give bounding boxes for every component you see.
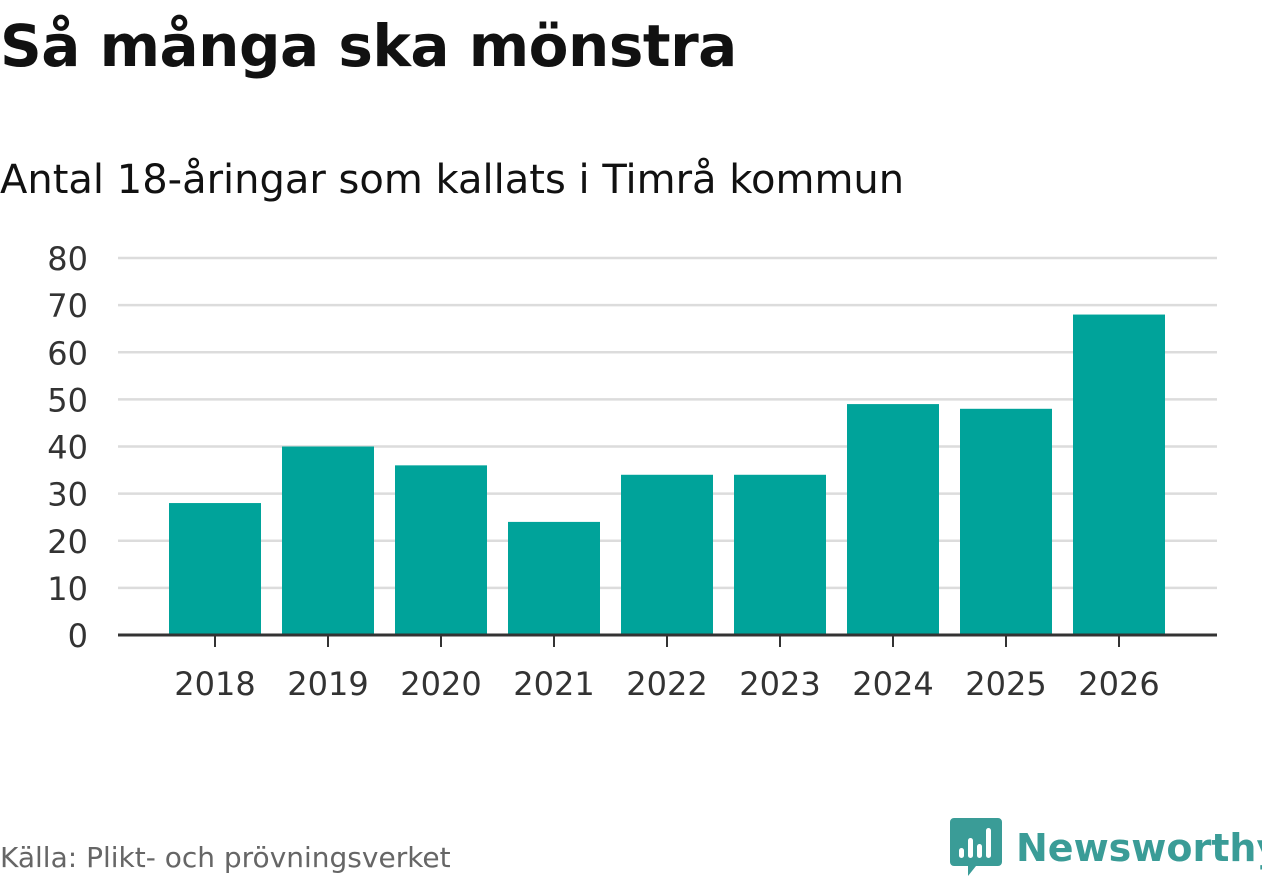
x-tick-label-2020: 2020 <box>400 665 481 703</box>
x-tick-label-2025: 2025 <box>965 665 1046 703</box>
x-tick-label-2022: 2022 <box>626 665 707 703</box>
brand-logo: Newsworthy <box>950 818 1262 878</box>
y-tick-label-40: 40 <box>47 429 88 467</box>
chart-subtitle: Antal 18-åringar som kallats i Timrå kom… <box>0 157 905 203</box>
axis-labels: 0 10 20 30 40 50 60 70 80 2018 2019 2020 2021 2022 202… <box>47 240 1159 703</box>
axes <box>118 633 1217 647</box>
x-tick-label-2021: 2021 <box>513 665 594 703</box>
brand-name: Newsworthy <box>1016 826 1262 870</box>
bar-chart-speech-bubble-icon <box>950 818 1002 876</box>
y-tick-label-50: 50 <box>47 381 88 419</box>
bar-2021 <box>508 521 600 635</box>
x-tick-label-2023: 2023 <box>739 665 820 703</box>
bar-2018 <box>169 503 261 635</box>
y-tick-label-20: 20 <box>47 523 88 561</box>
bar-2023 <box>734 474 826 635</box>
y-tick-label-60: 60 <box>47 334 88 372</box>
chart-title: Så många ska mönstra <box>0 12 737 80</box>
source-note: Källa: Plikt- och prövningsverket <box>0 841 451 874</box>
bar-2026 <box>1073 314 1165 635</box>
bar-2019 <box>282 446 374 635</box>
x-tick-label-2026: 2026 <box>1078 665 1159 703</box>
y-tick-label-80: 80 <box>47 240 88 278</box>
y-tick-label-0: 0 <box>68 617 88 655</box>
bar-2024 <box>847 404 939 635</box>
bar-2020 <box>395 465 487 635</box>
x-tick-label-2018: 2018 <box>174 665 255 703</box>
bar-2022 <box>621 474 713 635</box>
bar-2025 <box>960 408 1052 635</box>
y-tick-label-10: 10 <box>47 570 88 608</box>
x-tick-label-2019: 2019 <box>287 665 368 703</box>
bars <box>169 314 1165 635</box>
y-tick-label-70: 70 <box>47 287 88 325</box>
y-tick-label-30: 30 <box>47 476 88 514</box>
x-tick-label-2024: 2024 <box>852 665 933 703</box>
